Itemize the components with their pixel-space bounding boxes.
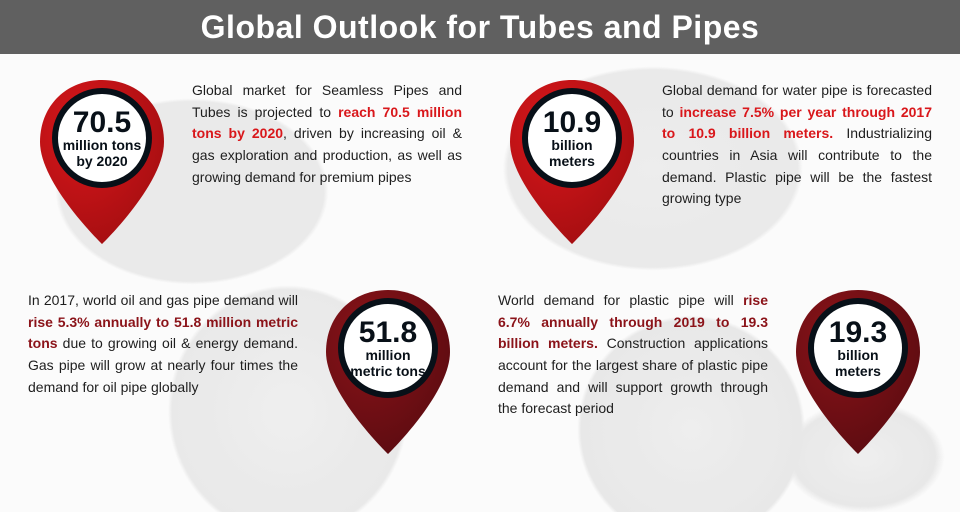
svg-text:million tons: million tons [63, 137, 142, 153]
stat-pin: 51.8 million metric tons [314, 282, 462, 462]
pin-icon: 19.3 billion meters [784, 282, 932, 462]
stat-pin: 19.3 billion meters [784, 282, 932, 462]
stat-copy: World demand for plastic pipe will rise … [498, 282, 768, 420]
svg-text:70.5: 70.5 [73, 106, 131, 139]
svg-text:metric tons: metric tons [350, 363, 426, 379]
svg-text:10.9: 10.9 [543, 106, 601, 139]
copy-pre: World demand for plastic pipe will [498, 292, 743, 308]
stat-item: 19.3 billion meters World demand for pla… [498, 282, 932, 462]
svg-text:billion: billion [551, 137, 592, 153]
title-bar: Global Outlook for Tubes and Pipes [0, 0, 960, 54]
stat-item: 10.9 billion meters Global demand for wa… [498, 72, 932, 252]
stat-pin: 10.9 billion meters [498, 72, 646, 252]
svg-text:19.3: 19.3 [829, 316, 887, 349]
pin-icon: 70.5 million tons by 2020 [28, 72, 176, 252]
stat-pin: 70.5 million tons by 2020 [28, 72, 176, 252]
copy-pre: In 2017, world oil and gas pipe demand w… [28, 292, 298, 308]
page-title: Global Outlook for Tubes and Pipes [201, 9, 760, 46]
infographic-grid: 70.5 million tons by 2020 Global market … [0, 54, 960, 462]
stat-item: 70.5 million tons by 2020 Global market … [28, 72, 462, 252]
stat-item: 51.8 million metric tons In 2017, world … [28, 282, 462, 462]
svg-text:meters: meters [835, 363, 881, 379]
svg-text:by 2020: by 2020 [76, 153, 128, 169]
svg-text:meters: meters [549, 153, 595, 169]
svg-text:billion: billion [837, 347, 878, 363]
svg-text:million: million [365, 347, 410, 363]
copy-post: due to growing oil & energy demand. Gas … [28, 335, 298, 394]
pin-icon: 10.9 billion meters [498, 72, 646, 252]
stat-copy: Global market for Seamless Pipes and Tub… [192, 72, 462, 188]
svg-text:51.8: 51.8 [359, 316, 417, 349]
stat-copy: In 2017, world oil and gas pipe demand w… [28, 282, 298, 398]
pin-icon: 51.8 million metric tons [314, 282, 462, 462]
stat-copy: Global demand for water pipe is forecast… [662, 72, 932, 210]
